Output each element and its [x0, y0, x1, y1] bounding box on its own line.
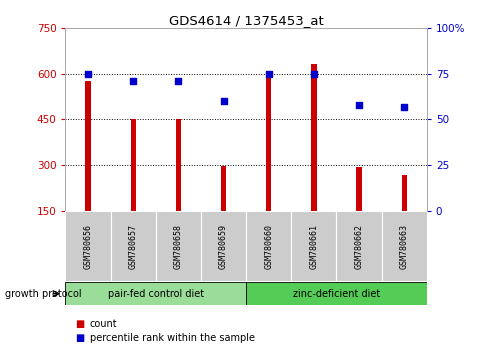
Bar [311, 64, 316, 211]
Text: GSM780659: GSM780659 [219, 223, 227, 269]
Bar [336, 211, 381, 281]
Text: count: count [90, 319, 117, 329]
Text: GSM780658: GSM780658 [174, 223, 182, 269]
Bar [291, 211, 336, 281]
Text: GSM780663: GSM780663 [399, 223, 408, 269]
Text: percentile rank within the sample: percentile rank within the sample [90, 333, 254, 343]
Bar [85, 81, 91, 211]
Bar [245, 282, 426, 305]
Bar [265, 78, 271, 211]
Title: GDS4614 / 1375453_at: GDS4614 / 1375453_at [168, 14, 323, 27]
Text: pair-fed control diet: pair-fed control diet [107, 289, 203, 299]
Point [174, 78, 182, 84]
Point [219, 98, 227, 104]
Text: GSM780657: GSM780657 [128, 223, 137, 269]
Bar [65, 211, 110, 281]
Point [84, 71, 92, 77]
Point [354, 102, 362, 108]
Bar [356, 167, 361, 211]
Bar [130, 120, 136, 211]
Point [264, 71, 272, 77]
Text: GSM780656: GSM780656 [83, 223, 92, 269]
Bar [155, 211, 200, 281]
Bar [245, 211, 291, 281]
Bar [175, 119, 181, 211]
Bar [220, 166, 226, 211]
Text: zinc-deficient diet: zinc-deficient diet [292, 289, 379, 299]
Text: ■: ■ [75, 333, 84, 343]
Text: GSM780661: GSM780661 [309, 223, 318, 269]
Bar [65, 282, 245, 305]
Text: GSM780662: GSM780662 [354, 223, 363, 269]
Point [309, 71, 317, 77]
Point [129, 78, 137, 84]
Bar [110, 211, 155, 281]
Text: GSM780660: GSM780660 [264, 223, 272, 269]
Bar [381, 211, 426, 281]
Text: growth protocol: growth protocol [5, 289, 81, 299]
Text: ■: ■ [75, 319, 84, 329]
Point [399, 104, 407, 109]
Bar [200, 211, 245, 281]
Bar [401, 175, 406, 211]
